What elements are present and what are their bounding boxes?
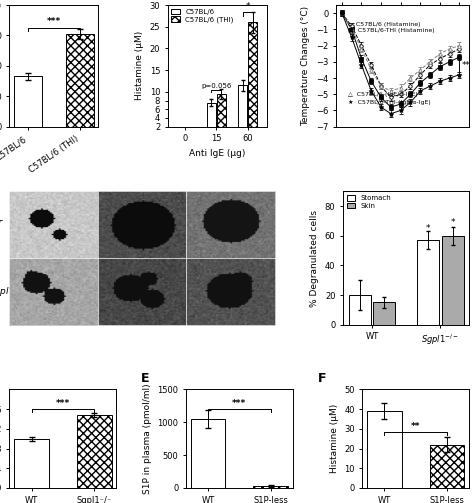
Text: ***: *** [232,399,246,408]
Bar [248,23,257,135]
Text: E: E [141,372,149,385]
X-axis label: Anti IgE (μg): Anti IgE (μg) [189,149,246,158]
Y-axis label: Histamine (μM): Histamine (μM) [135,31,144,101]
Text: ■  C57BL/6-THI (Histamine): ■ C57BL/6-THI (Histamine) [348,29,434,34]
Y-axis label: Histamine (μM): Histamine (μM) [329,404,338,473]
Bar [417,240,439,324]
Bar [238,86,247,135]
Text: $Sgpl1^{-/-}$: $Sgpl1^{-/-}$ [0,284,29,299]
Text: WT: WT [0,220,3,229]
Y-axis label: % Degranulated cells: % Degranulated cells [310,210,319,306]
Text: ★  C57BL/6-THI-(IgE/α-IgE): ★ C57BL/6-THI-(IgE/α-IgE) [348,100,430,105]
Bar [65,34,94,127]
Text: *: * [426,224,430,233]
Bar [207,103,216,135]
Bar [349,295,371,324]
Text: ***: *** [47,17,61,26]
Legend: C57BL/6, C57BL/6 (THI): C57BL/6, C57BL/6 (THI) [171,9,234,23]
Text: **: ** [461,61,470,70]
Bar [442,236,464,324]
Text: p=0.056: p=0.056 [201,83,232,90]
Legend: Stomach, Skin: Stomach, Skin [346,195,391,209]
Bar [367,411,401,488]
Bar [14,76,42,127]
Text: *: * [246,2,250,11]
Text: ***: *** [56,399,70,408]
Bar [77,415,111,488]
Text: *: * [450,218,455,227]
Bar [430,445,465,488]
Bar [191,419,225,488]
Text: △  C57BL/6-(IgE/α-IgE): △ C57BL/6-(IgE/α-IgE) [348,92,418,97]
Bar [217,94,226,135]
Bar [374,302,395,324]
Bar [14,439,49,488]
Bar [254,486,288,488]
Text: **: ** [411,422,420,431]
Y-axis label: Temperature Changes (°C): Temperature Changes (°C) [301,6,310,126]
Text: F: F [318,372,326,385]
Text: o  C57BL/6 (Histamine): o C57BL/6 (Histamine) [348,22,420,27]
Y-axis label: S1P in plasma (pmol/ml): S1P in plasma (pmol/ml) [143,383,152,494]
